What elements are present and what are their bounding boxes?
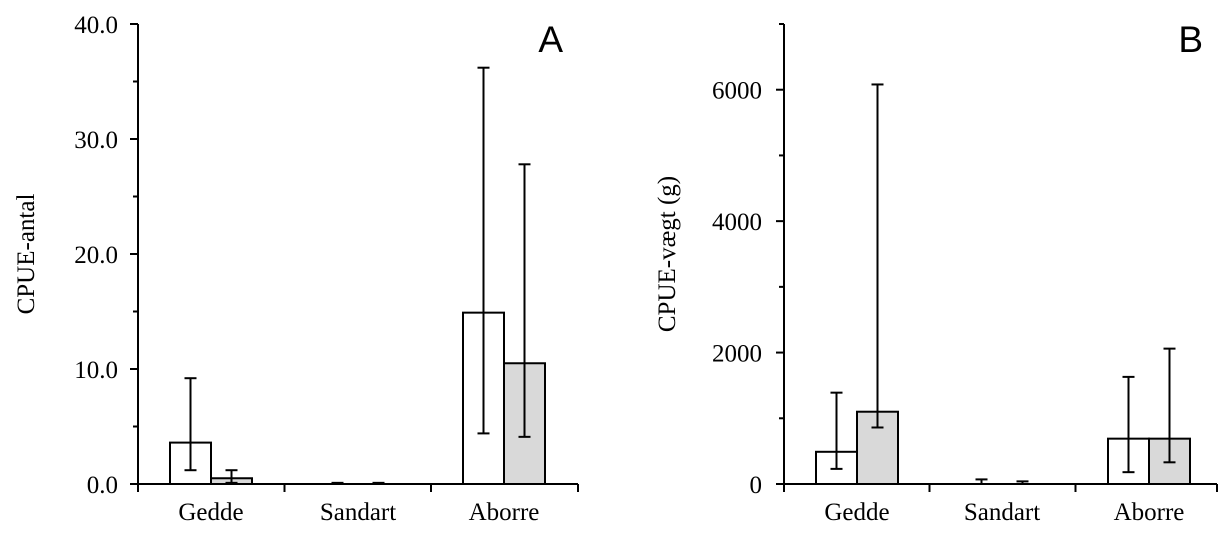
panel-b-y-tick-label: 6000 [712,78,762,105]
panel-a-y-tick-label: 10.0 [74,357,118,384]
panel-b-label: B [1178,19,1203,60]
panel-b-y-tick-label: 0 [750,472,763,499]
panel-a-category-label-aborre: Aborre [469,499,540,526]
panel-b-y-tick-label: 4000 [712,209,762,236]
panel-b-category-label-gedde: Gedde [824,499,889,526]
panel-a-label: A [538,19,563,60]
panel-b-y-tick-label: 2000 [712,341,762,368]
panel-a-y-tick-label: 40.0 [74,12,118,39]
panel-b-category-label-aborre: Aborre [1114,499,1185,526]
panel-a-y-tick-label: 0.0 [87,472,118,499]
panel-b-category-label-sandart: Sandart [964,499,1040,526]
panel-a-y-axis-title: CPUE-antal [13,194,40,315]
panel-a-y-tick-label: 30.0 [74,127,118,154]
panel-a-category-label-gedde: Gedde [178,499,243,526]
panel-a-y-tick-label: 20.0 [74,242,118,269]
panel-b-y-axis-title: CPUE-vægt (g) [654,176,681,332]
panel-a-category-label-sandart: Sandart [320,499,396,526]
